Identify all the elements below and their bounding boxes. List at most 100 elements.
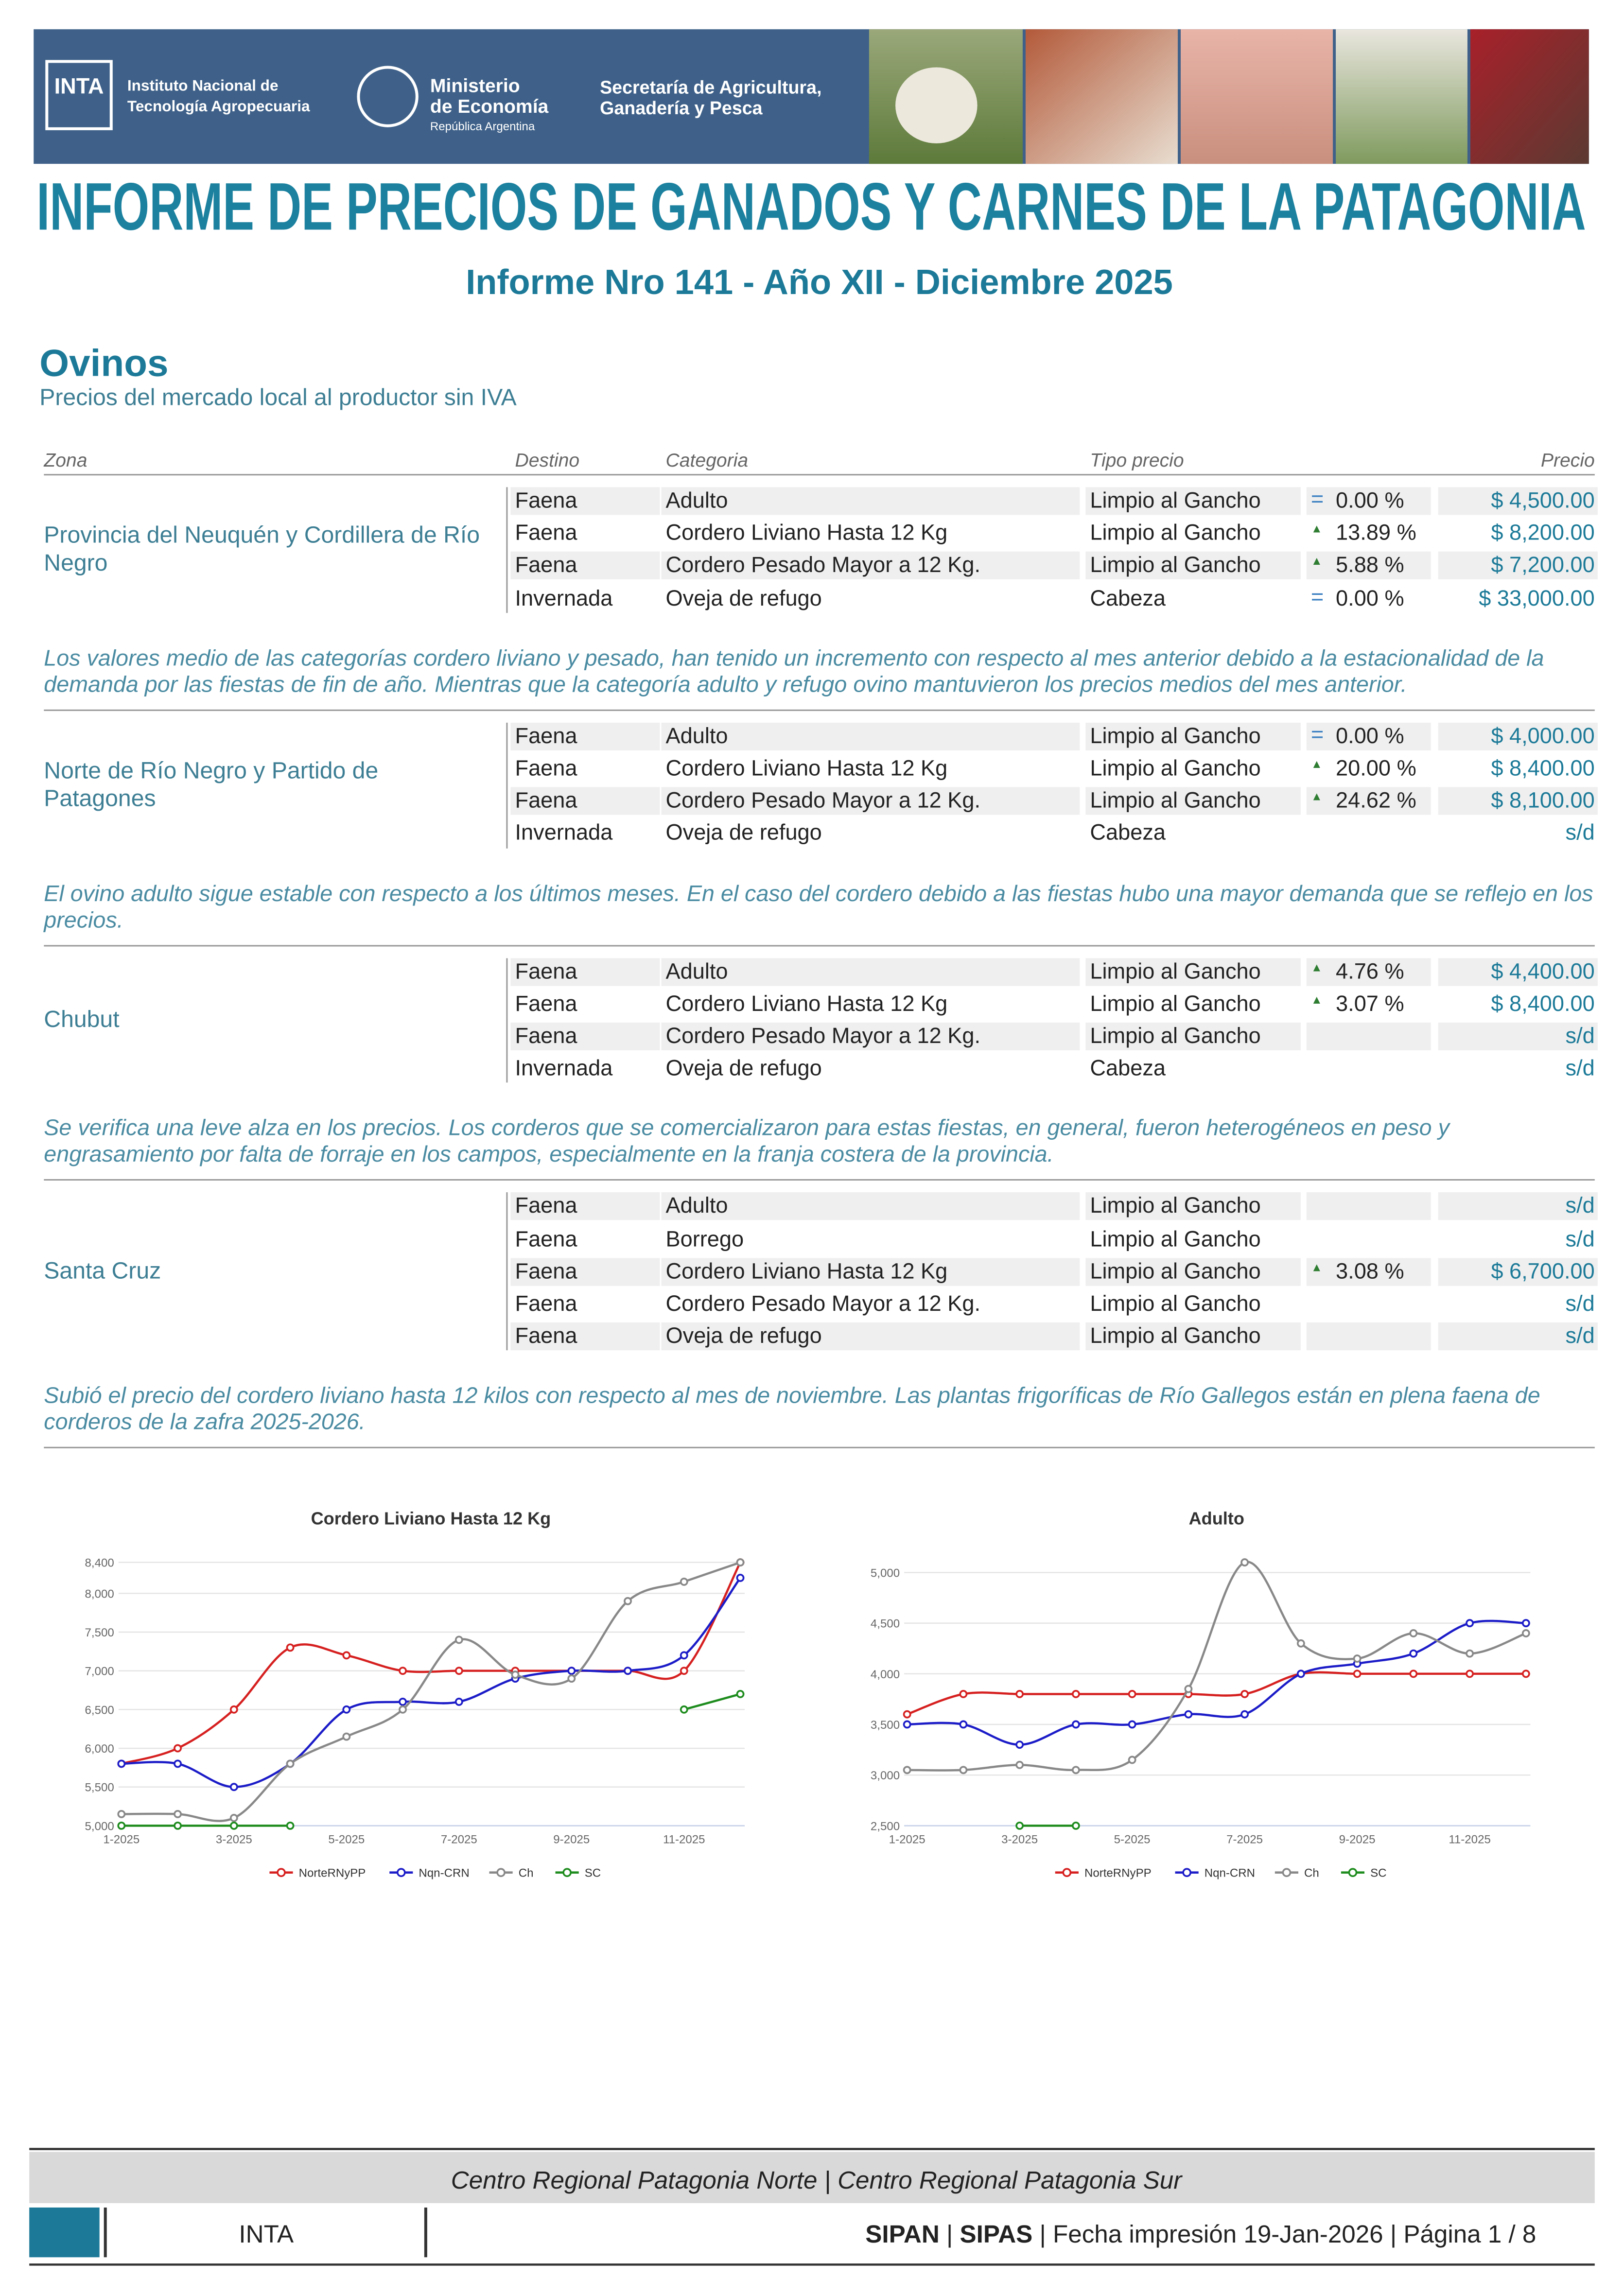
cell-tipo: Limpio al Gancho	[1090, 1291, 1261, 1317]
cell-categoria: Cordero Liviano Hasta 12 Kg	[661, 1257, 1080, 1286]
legend-label: Nqn-CRN	[419, 1867, 469, 1880]
point	[1128, 1720, 1136, 1729]
cell-destino: Faena	[515, 1291, 577, 1317]
cell-categoria: Cordero Liviano Hasta 12 Kg	[665, 521, 948, 546]
cell-categoria: Cordero Liviano Hasta 12 Kg	[665, 991, 948, 1017]
point	[454, 1697, 463, 1706]
legend-label: Nqn-CRN	[1205, 1867, 1255, 1880]
point	[286, 1643, 295, 1652]
point	[174, 1810, 182, 1818]
point	[117, 1759, 126, 1768]
x-tick-label: 7-2025	[441, 1833, 477, 1846]
cell-categoria: Oveja de refugo	[661, 1322, 1080, 1351]
col-header: Categoria	[665, 449, 749, 471]
cell-tipo: Limpio al Gancho	[1085, 1193, 1301, 1221]
zone-divider	[506, 722, 508, 848]
cell-tipo: Limpio al Gancho	[1090, 756, 1261, 782]
cell-trend	[1306, 1022, 1431, 1051]
footer-centros: Centro Regional Patagonia Norte | Centro…	[451, 2166, 1183, 2194]
point	[117, 1810, 126, 1818]
trend-icon: ▲	[1310, 790, 1323, 804]
legend-label: Ch	[519, 1867, 534, 1880]
cell-categoria: Oveja de refugo	[665, 821, 822, 846]
point	[1521, 1670, 1530, 1678]
cell-destino: Faena	[515, 991, 577, 1017]
cell-destino: Faena	[510, 957, 660, 986]
section-title: Ovinos	[39, 341, 169, 385]
cell-trend: ▲ 20.00 %	[1307, 755, 1431, 783]
cell-precio: $ 4,000.00	[1438, 722, 1598, 750]
point	[229, 1821, 238, 1830]
legend-label: SC	[1370, 1867, 1386, 1880]
legend-marker	[1062, 1868, 1072, 1878]
trend-icon: ▲	[1310, 555, 1323, 569]
legend-label: NorteRNyPP	[1084, 1867, 1152, 1880]
point	[174, 1821, 182, 1830]
legend-marker	[562, 1868, 572, 1878]
legend-label: NorteRNyPP	[299, 1867, 366, 1880]
point	[1071, 1720, 1080, 1729]
emblem	[357, 66, 419, 127]
cell-precio: $ 8,200.00	[1491, 521, 1595, 546]
cell-destino: Invernada	[515, 821, 613, 846]
point	[1240, 1690, 1249, 1698]
cell-trend: = 0.00 %	[1306, 722, 1431, 750]
y-tick-label: 4,500	[871, 1618, 900, 1631]
sipan: SIPAN	[865, 2220, 940, 2248]
point	[1184, 1710, 1193, 1719]
cell-tipo: Limpio al Gancho	[1085, 722, 1301, 750]
inta-name: Tecnología Agropecuaria	[127, 97, 310, 115]
point	[959, 1690, 968, 1698]
point	[736, 1690, 745, 1698]
cell-precio: $ 7,200.00	[1438, 552, 1598, 580]
photo-sheep	[895, 67, 978, 143]
series-line	[907, 1619, 1526, 1746]
cell-precio: s/d	[1565, 821, 1595, 846]
point	[1409, 1649, 1418, 1658]
variation: 3.07 %	[1336, 991, 1404, 1017]
trend-icon: ▲	[1310, 960, 1323, 974]
zone-comment: El ovino adulto sigue estable con respec…	[44, 881, 1593, 933]
variation: 0.00 %	[1336, 586, 1404, 611]
legend-marker	[496, 1868, 506, 1878]
cell-destino: Faena	[510, 1322, 660, 1351]
report-number: Informe Nro 141 - Año XII - Diciembre 20…	[466, 263, 1173, 303]
y-tick-label: 5,000	[85, 1820, 114, 1833]
sipas: SIPAS	[960, 2220, 1033, 2248]
point	[680, 1651, 688, 1660]
zone-name: Chubut	[44, 1008, 120, 1033]
point	[1353, 1654, 1362, 1663]
cell-trend: ▲ 13.89 %	[1307, 520, 1431, 547]
header-rule	[44, 474, 1595, 476]
cell-categoria: Cordero Pesado Mayor a 12 Kg.	[661, 1022, 1080, 1051]
y-tick-label: 3,000	[871, 1769, 900, 1782]
y-tick-label: 5,000	[871, 1566, 900, 1580]
col-header: Zona	[44, 449, 87, 471]
point	[174, 1744, 182, 1753]
secretaria: Secretaría de Agricultura,	[600, 77, 821, 98]
legend-marker	[1348, 1868, 1358, 1878]
point	[680, 1577, 688, 1586]
photo-pig	[1180, 29, 1333, 164]
trend-icon: =	[1310, 722, 1324, 748]
cell-destino: Faena	[510, 552, 660, 580]
zone-separator	[44, 1180, 1595, 1182]
cell-categoria: Cordero Pesado Mayor a 12 Kg.	[665, 1291, 981, 1317]
point	[229, 1814, 238, 1822]
point	[1466, 1649, 1474, 1658]
zone-divider	[506, 957, 508, 1083]
y-tick-label: 7,000	[85, 1665, 114, 1678]
trend-icon: ▲	[1310, 993, 1323, 1007]
point	[1240, 1558, 1249, 1567]
cell-tipo: Cabeza	[1090, 586, 1166, 611]
point	[1466, 1670, 1474, 1678]
cell-precio: $ 8,100.00	[1438, 787, 1598, 816]
cell-trend: ▲ 4.76 %	[1306, 957, 1431, 986]
cell-trend: = 0.00 %	[1306, 487, 1431, 515]
x-tick-label: 9-2025	[1339, 1833, 1376, 1846]
point	[680, 1667, 688, 1675]
photo-goat	[1336, 29, 1467, 164]
cell-precio: $ 4,500.00	[1438, 487, 1598, 515]
cell-destino: Faena	[515, 521, 577, 546]
chart-title: Cordero Liviano Hasta 12 Kg	[311, 1508, 551, 1528]
